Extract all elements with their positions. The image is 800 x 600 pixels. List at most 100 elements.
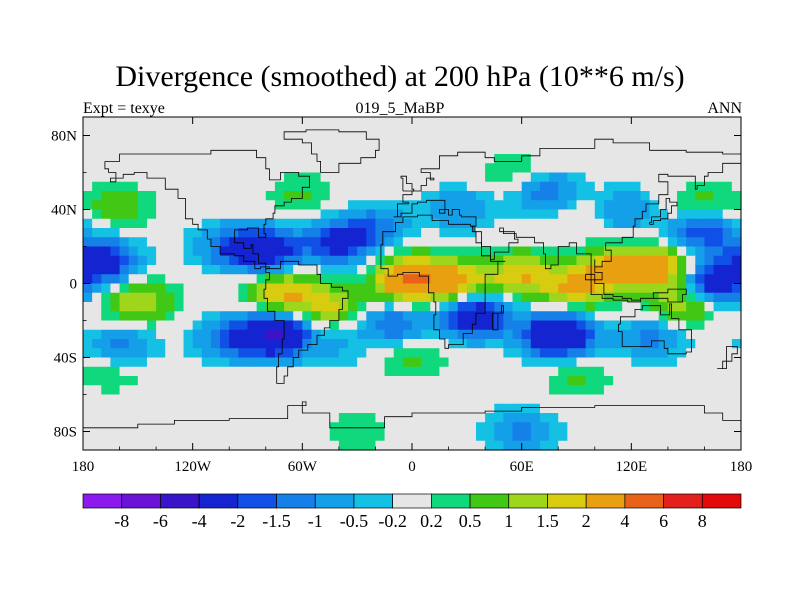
field-cell: [558, 311, 568, 322]
field-cell: [92, 209, 102, 220]
field-cell: [677, 191, 687, 201]
field-cell: [146, 329, 157, 340]
field-cell: [494, 172, 504, 183]
field-cell: [485, 200, 495, 211]
field-cell: [640, 163, 651, 174]
field-cell: [201, 144, 212, 155]
field-cell: [83, 265, 93, 275]
field-cell: [503, 311, 514, 322]
field-cell: [539, 218, 550, 229]
field-cell: [137, 135, 148, 146]
field-cell: [274, 228, 285, 238]
field-cell: [549, 320, 559, 331]
field-cell: [731, 440, 742, 451]
field-cell: [457, 348, 468, 359]
field-cell: [558, 422, 568, 433]
field-cell: [439, 302, 450, 312]
field-cell: [667, 440, 678, 451]
field-cell: [165, 246, 175, 257]
field-cell: [293, 163, 303, 174]
field-cell: [430, 320, 441, 331]
field-cell: [256, 394, 267, 405]
field-cell: [311, 209, 322, 220]
field-cell: [549, 385, 559, 396]
field-cell: [137, 144, 148, 155]
field-cell: [457, 403, 468, 414]
field-cell: [402, 144, 413, 155]
field-cell: [101, 237, 112, 248]
field-cell: [174, 218, 185, 229]
field-cell: [539, 302, 550, 312]
field-cell: [439, 209, 450, 220]
field-cell: [265, 403, 276, 414]
field-cell: [201, 320, 212, 331]
field-cell: [539, 292, 550, 303]
field-cell: [722, 422, 733, 433]
field-cell: [466, 181, 477, 192]
field-cell: [284, 209, 294, 220]
field-cell: [320, 237, 331, 248]
field-cell: [384, 228, 395, 238]
field-cell: [229, 376, 239, 386]
field-cell: [384, 154, 395, 164]
field-cell: [92, 292, 102, 303]
field-cell: [457, 339, 468, 349]
field-cell: [475, 302, 486, 312]
field-cell: [594, 255, 605, 266]
field-cell: [585, 200, 596, 211]
field-cell: [722, 376, 733, 386]
field-cell: [320, 200, 331, 211]
field-cell: [521, 200, 532, 211]
field-cell: [594, 329, 605, 340]
field-cell: [284, 144, 294, 155]
field-cell: [576, 329, 587, 340]
field-cell: [695, 320, 706, 331]
field-cell: [530, 311, 541, 322]
field-cell: [667, 283, 678, 294]
field-cell: [402, 218, 413, 229]
field-cell: [92, 154, 102, 164]
field-cell: [174, 237, 185, 248]
field-cell: [274, 246, 285, 257]
field-cell: [183, 144, 194, 155]
field-cell: [466, 154, 477, 164]
field-cell: [649, 117, 660, 127]
field-cell: [603, 274, 614, 285]
field-cell: [247, 320, 258, 331]
field-cell: [658, 348, 669, 359]
field-cell: [348, 431, 358, 442]
field-cell: [521, 154, 532, 164]
field-cell: [302, 413, 313, 423]
field-cell: [384, 440, 395, 451]
field-cell: [146, 274, 157, 285]
field-cell: [311, 302, 322, 312]
field-cell: [137, 329, 148, 340]
field-cell: [585, 440, 596, 451]
field-cell: [677, 172, 687, 183]
field-cell: [92, 348, 102, 359]
field-cell: [613, 376, 623, 386]
field-cell: [375, 292, 386, 303]
field-cell: [256, 154, 267, 164]
field-cell: [338, 237, 349, 248]
field-cell: [603, 181, 614, 192]
field-cell: [594, 228, 605, 238]
field-cell: [201, 440, 212, 451]
field-cell: [576, 163, 587, 174]
field-cell: [320, 292, 331, 303]
field-cell: [549, 237, 559, 248]
field-cell: [412, 154, 422, 164]
field-cell: [594, 292, 605, 303]
field-cell: [165, 422, 175, 433]
field-cell: [320, 172, 331, 183]
field-cell: [192, 135, 203, 146]
field-cell: [695, 302, 706, 312]
field-cell: [274, 126, 285, 137]
field-cell: [128, 376, 139, 386]
field-cell: [128, 246, 139, 257]
field-cell: [466, 283, 477, 294]
colorbar-swatch: [431, 493, 471, 509]
field-cell: [146, 422, 157, 433]
field-cell: [549, 246, 559, 257]
field-cell: [485, 191, 495, 201]
